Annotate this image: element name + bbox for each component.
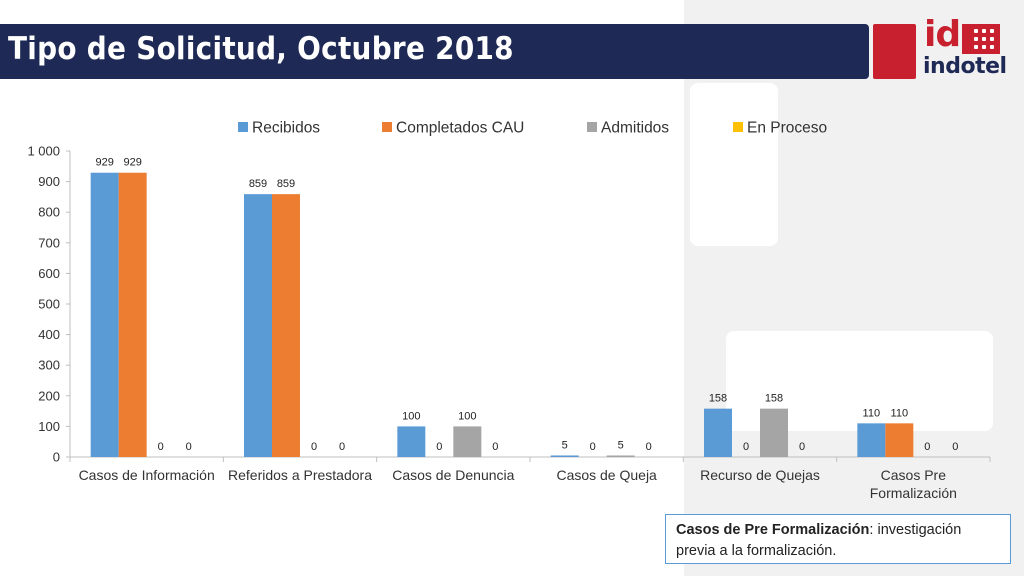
note-definition: investigación previa a la formalización. [676,522,962,559]
definition-note: Casos de Pre Formalización: investigació… [665,514,1011,564]
data-label: 0 [743,441,749,453]
data-label: 0 [492,441,498,453]
legend-swatch [382,122,392,132]
y-tick-label: 800 [38,205,60,220]
data-label: 0 [646,441,652,453]
data-label: 158 [765,393,783,405]
data-label: 0 [311,441,317,453]
data-label: 100 [458,410,476,422]
legend-swatch [587,122,597,132]
bar [704,408,732,457]
x-tick-label: Casos Pre [881,467,947,483]
logo-wordmark: indotel [923,54,1007,79]
y-tick-label: 100 [38,419,60,434]
data-label: 110 [891,407,909,419]
note-term: Casos de Pre Formalización [676,522,870,538]
bar [453,426,482,457]
bar [885,423,914,457]
data-label: 0 [799,441,805,453]
data-label: 929 [95,157,113,169]
data-label: 0 [158,441,164,453]
data-label: 0 [924,441,930,453]
background-card-upper [690,83,778,246]
bar [272,194,300,457]
data-label: 0 [186,441,192,453]
data-label: 0 [339,441,345,453]
logo-keypad-icon [962,24,1000,54]
data-label: 5 [562,439,568,451]
data-label: 100 [402,410,420,422]
y-tick-label: 300 [38,358,60,373]
y-tick-label: 0 [53,450,60,465]
legend-label: Completados CAU [396,120,524,137]
bar [397,426,426,457]
y-tick-label: 700 [38,235,60,250]
x-tick-label: Casos de Denuncia [392,467,514,483]
data-label: 0 [436,441,442,453]
page-title: Tipo de Solicitud, Octubre 2018 [8,31,514,67]
bar [606,455,635,457]
x-tick-label: Casos de Queja [556,467,657,483]
bar [244,194,272,457]
data-label: 0 [590,441,596,453]
bar [857,423,886,457]
bar [550,455,579,457]
data-label: 859 [249,178,267,190]
note-separator: : [869,522,874,538]
bar [90,172,119,457]
title-bar [0,24,869,79]
x-tick-label: Recurso de Quejas [700,467,820,483]
legend-label: En Proceso [747,120,827,137]
x-tick-label: Casos de Información [79,467,215,483]
y-tick-label: 900 [38,174,60,189]
logo-id-text: id [924,14,961,55]
logo-red-block [873,24,916,79]
x-tick-label: Formalización [870,485,957,501]
legend-swatch [238,122,248,132]
bar [760,408,788,457]
bar [118,172,147,457]
y-tick-label: 1 000 [27,144,60,159]
y-tick-label: 600 [38,266,60,281]
legend-label: Recibidos [252,120,320,137]
data-label: 110 [863,407,881,419]
data-label: 5 [618,439,624,451]
data-label: 929 [123,157,141,169]
legend-swatch [733,122,743,132]
x-tick-label: Referidos a Prestadora [228,467,372,483]
y-tick-label: 400 [38,327,60,342]
data-label: 158 [709,393,727,405]
legend-label: Admitidos [601,120,669,137]
data-label: 859 [277,178,295,190]
data-label: 0 [952,441,958,453]
y-tick-label: 500 [38,297,60,312]
y-tick-label: 200 [38,388,60,403]
